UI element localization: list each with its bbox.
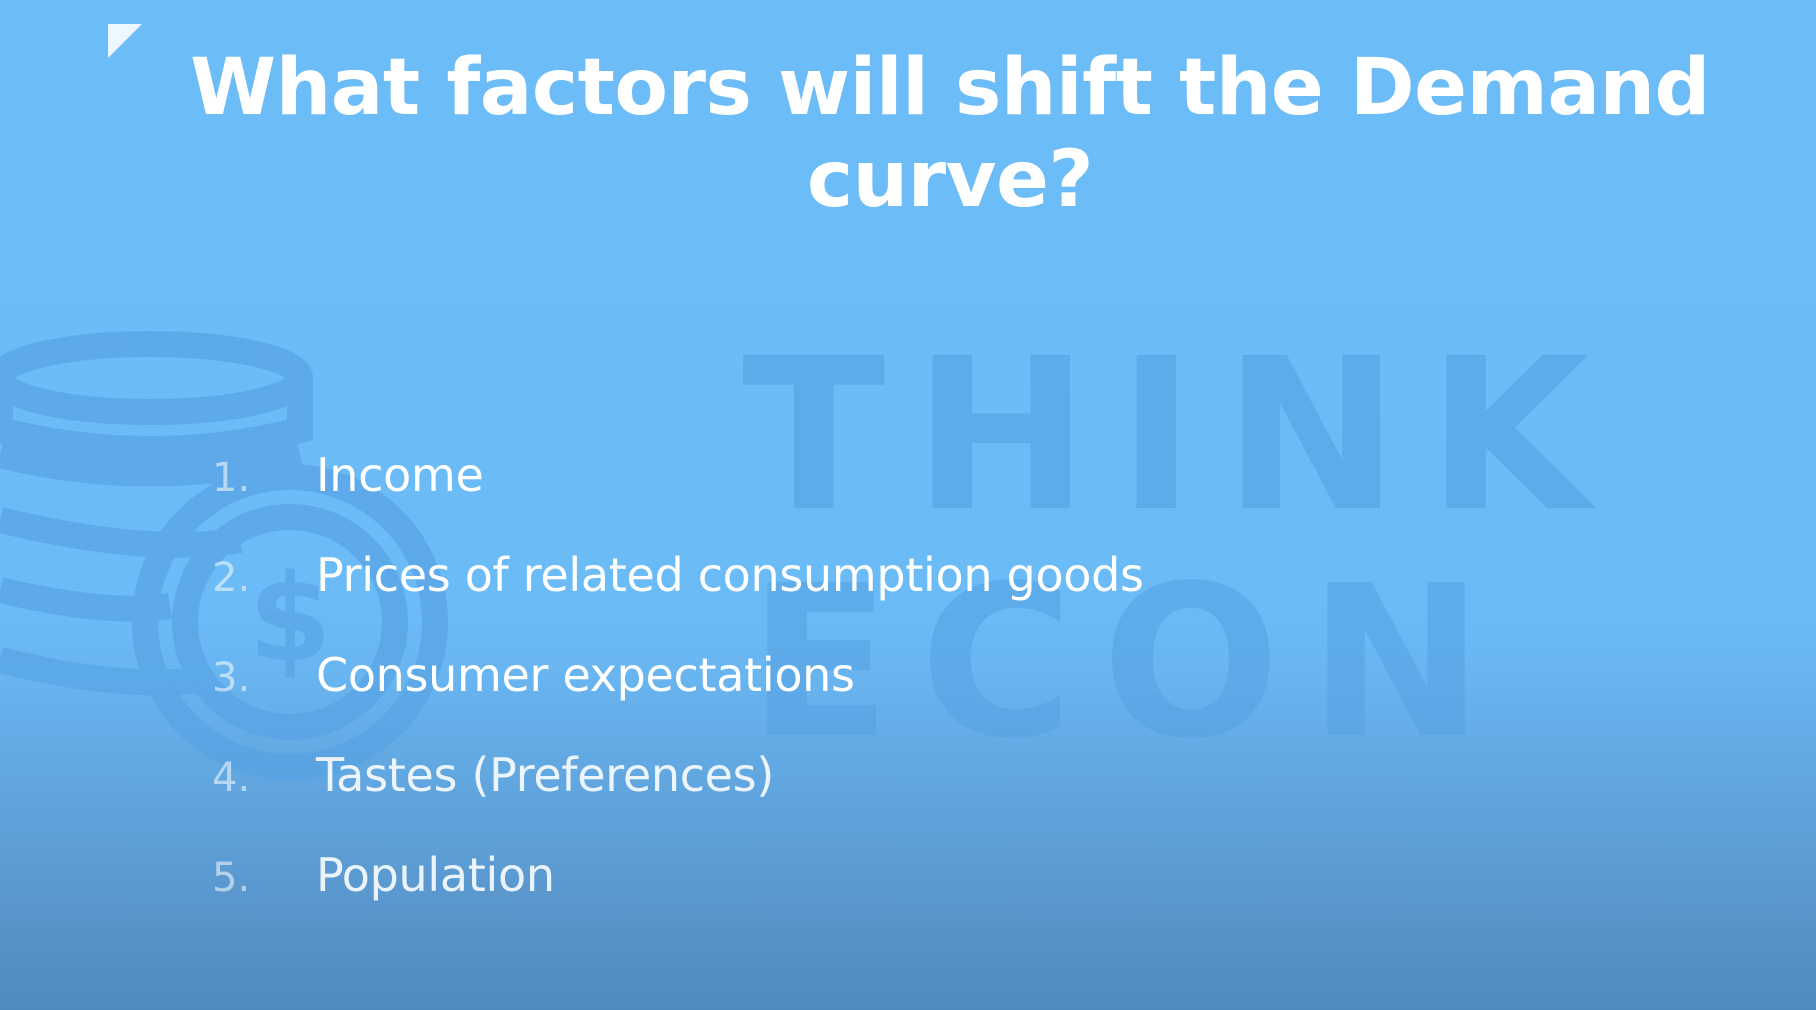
list-item-label: Prices of related consumption goods [316,548,1144,602]
factor-list: 1. Income 2. Prices of related consumpti… [212,448,1144,948]
list-item-number: 2. [212,555,251,601]
list-item-number: 4. [212,755,251,801]
list-item-number: 3. [212,655,251,701]
list-item-label: Consumer expectations [316,648,855,702]
list-item-label: Population [316,848,555,902]
list-item: 2. Prices of related consumption goods [212,548,1144,648]
list-item-number: 5. [212,855,251,901]
slide-title: What factors will shift the Demand curve… [190,43,1710,225]
list-item: 1. Income [212,448,1144,548]
corner-triangle-icon [108,24,142,58]
list-item-label: Income [316,448,484,502]
list-item-label: Tastes (Preferences) [316,748,774,802]
list-item-number: 1. [212,455,251,501]
list-item: 5. Population [212,848,1144,948]
list-item: 3. Consumer expectations [212,648,1144,748]
list-item: 4. Tastes (Preferences) [212,748,1144,848]
